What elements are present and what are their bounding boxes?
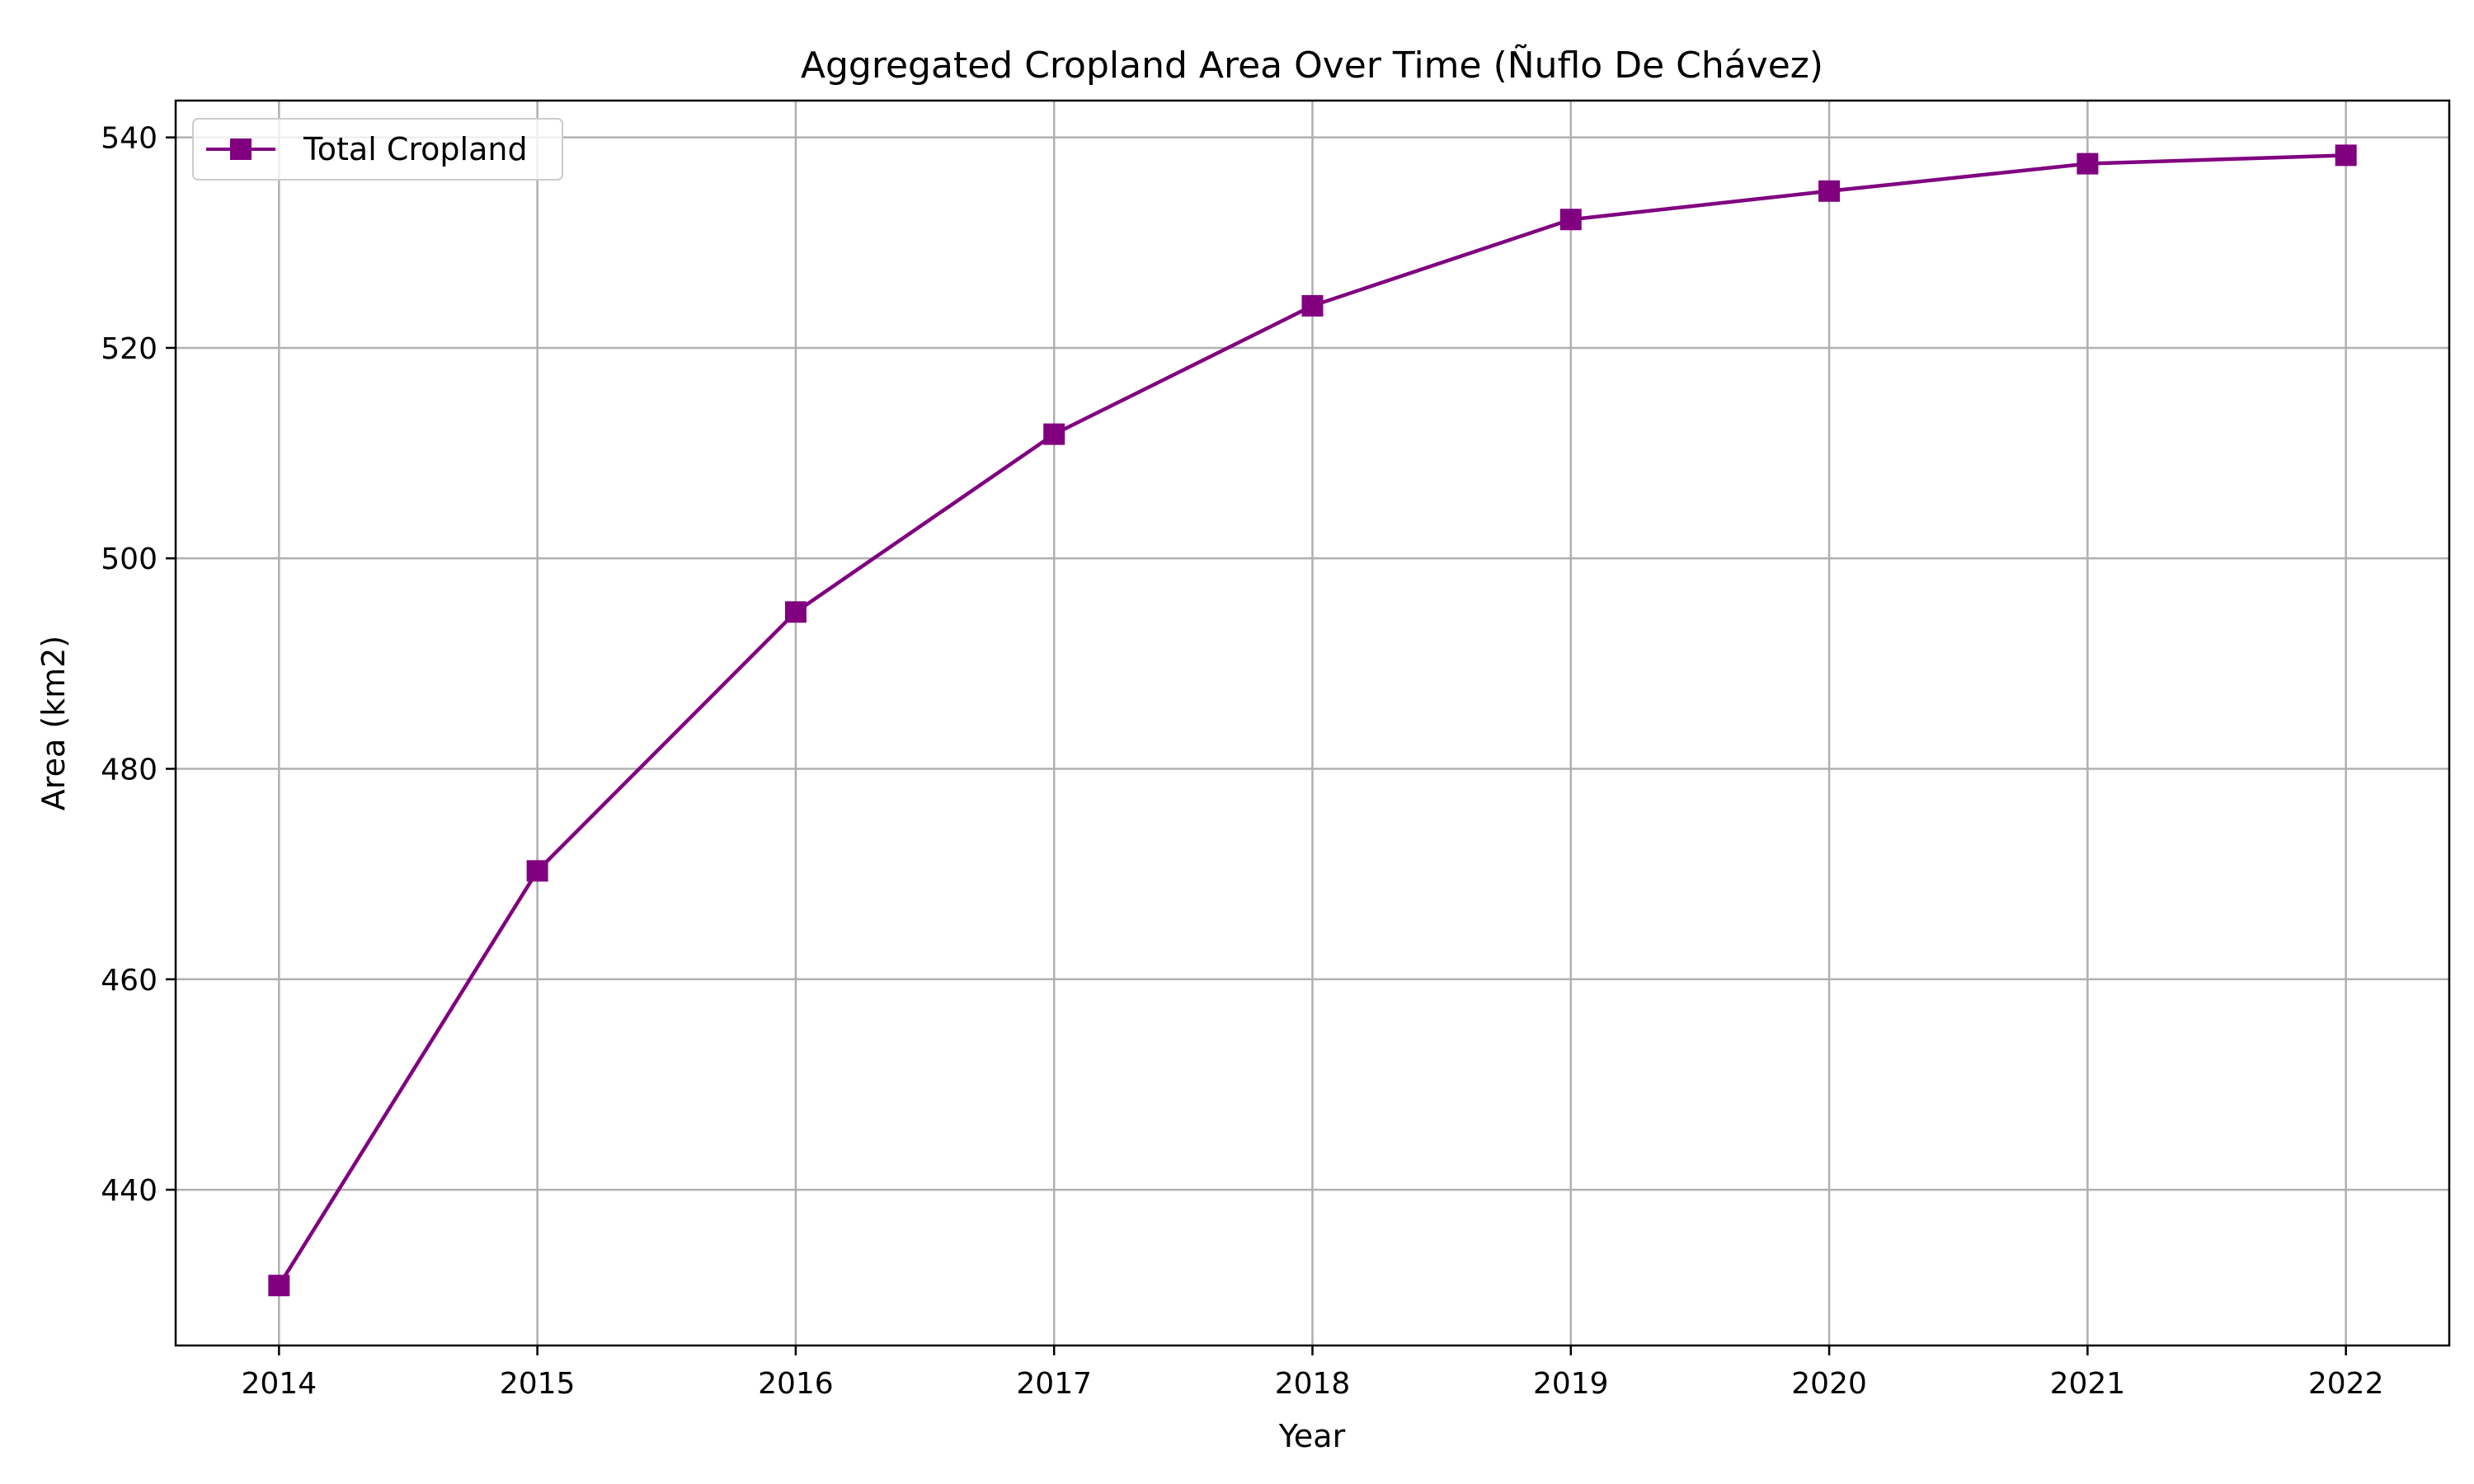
y-tick-label: 480	[101, 754, 158, 787]
data-point-marker	[526, 860, 548, 882]
x-tick-label: 2017	[1016, 1367, 1092, 1401]
data-point-marker	[268, 1275, 290, 1297]
series-layer	[268, 144, 2357, 1297]
y-tick-label: 520	[101, 332, 158, 366]
x-axis-label: Year	[1278, 1418, 1346, 1454]
data-point-marker	[1301, 294, 1324, 317]
legend-marker-swatch	[230, 139, 252, 160]
grid-layer	[176, 101, 2449, 1345]
plot-area-frame	[174, 99, 2451, 1347]
legend-label: Total Cropland	[303, 131, 528, 167]
x-tick-label: 2014	[242, 1367, 317, 1401]
y-tick-label: 500	[101, 542, 158, 576]
x-tick-label: 2018	[1275, 1367, 1351, 1401]
y-axis-label: Area (km2)	[35, 636, 72, 810]
data-point-marker	[2077, 153, 2099, 175]
x-tick-label: 2016	[758, 1367, 834, 1401]
tick-layer: 2014 2015 2016 2017 2018 2019 2020 2021 2022 440 4…	[101, 122, 2383, 1401]
data-point-marker	[1043, 423, 1065, 445]
y-tick-label: 540	[101, 122, 158, 156]
x-tick-label: 2020	[1791, 1367, 1867, 1401]
data-point-marker	[1818, 180, 1841, 202]
x-tick-label: 2021	[2050, 1367, 2126, 1401]
y-tick-label: 440	[101, 1174, 158, 1208]
data-point-marker	[2335, 144, 2357, 167]
data-point-marker	[784, 601, 807, 623]
data-point-marker	[1559, 209, 1582, 231]
x-tick-label: 2022	[2308, 1367, 2384, 1401]
y-tick-label: 460	[101, 964, 158, 998]
legend-box	[192, 118, 563, 181]
legend: Total Cropland	[192, 118, 563, 181]
x-tick-label: 2019	[1533, 1367, 1609, 1401]
chart-title: Aggregated Cropland Area Over Time (Ñufl…	[801, 44, 1823, 87]
x-tick-label: 2015	[500, 1367, 576, 1401]
